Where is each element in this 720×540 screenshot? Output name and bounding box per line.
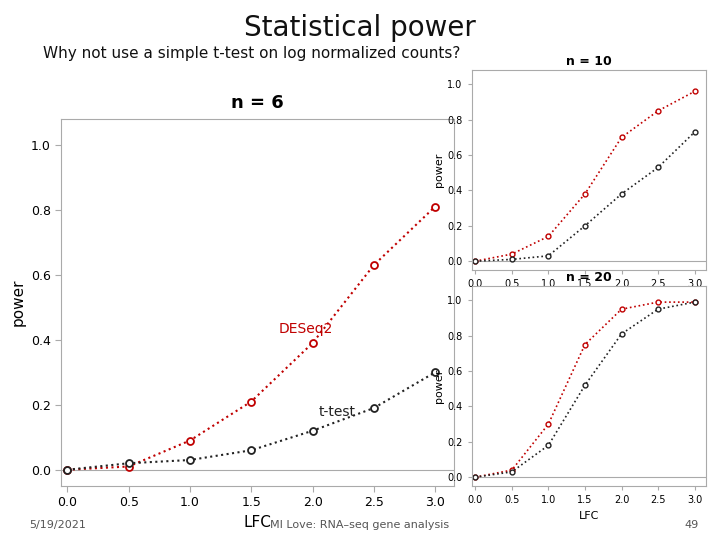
X-axis label: LFC: LFC [578,295,599,305]
Y-axis label: power: power [10,279,25,326]
Y-axis label: power: power [434,369,444,403]
Text: MI Love: RNA–seq gene analysis: MI Love: RNA–seq gene analysis [271,520,449,530]
Title: n = 6: n = 6 [231,93,284,112]
Text: Why not use a simple t-test on log normalized counts?: Why not use a simple t-test on log norma… [43,46,461,61]
Text: 5/19/2021: 5/19/2021 [29,520,86,530]
Text: DESeq2: DESeq2 [278,322,333,336]
Text: Statistical power: Statistical power [244,14,476,42]
X-axis label: LFC: LFC [243,515,271,530]
X-axis label: LFC: LFC [578,511,599,521]
Title: n = 20: n = 20 [566,271,611,284]
Text: t-test: t-test [319,405,356,419]
Text: 49: 49 [684,520,698,530]
Title: n = 10: n = 10 [566,55,611,68]
Y-axis label: power: power [434,153,444,187]
